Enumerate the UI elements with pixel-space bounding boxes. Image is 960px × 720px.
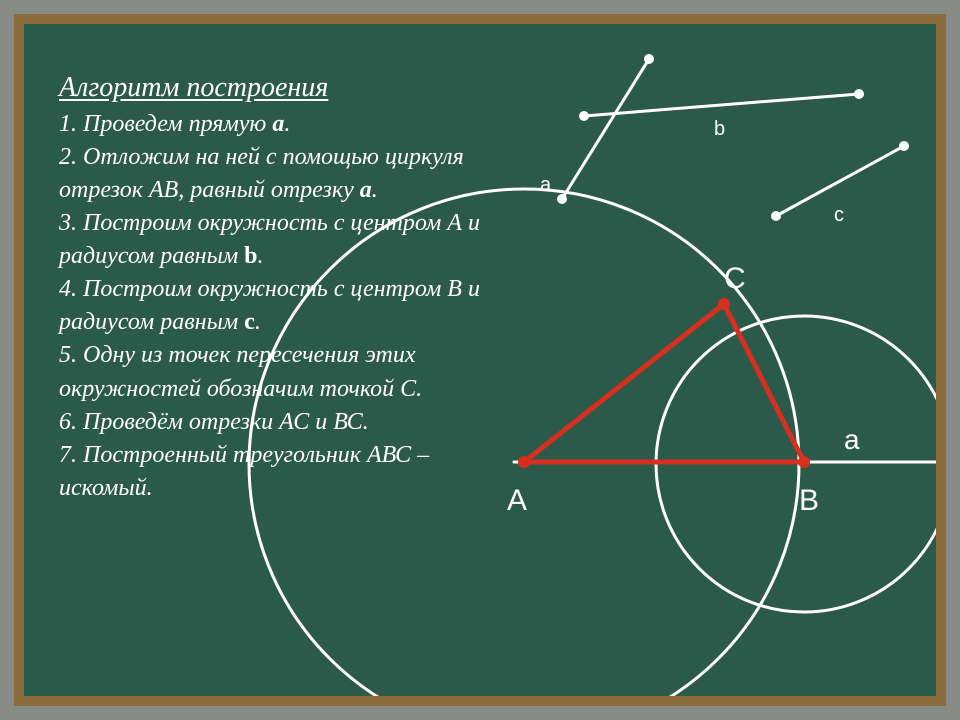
segment-c-label: c	[834, 204, 844, 227]
point-C-label: C	[724, 262, 746, 296]
line-a-label: a	[844, 424, 860, 456]
whiteboard-frame: Алгоритм построения 1. Проведем прямую а…	[0, 0, 960, 720]
segment-b-label: b	[714, 118, 725, 141]
point-B-label: B	[799, 484, 819, 518]
point-A-label: A	[507, 484, 527, 518]
segment-a-label: a	[540, 174, 551, 197]
construction-diagram	[24, 24, 936, 696]
chalkboard: Алгоритм построения 1. Проведем прямую а…	[14, 14, 946, 706]
